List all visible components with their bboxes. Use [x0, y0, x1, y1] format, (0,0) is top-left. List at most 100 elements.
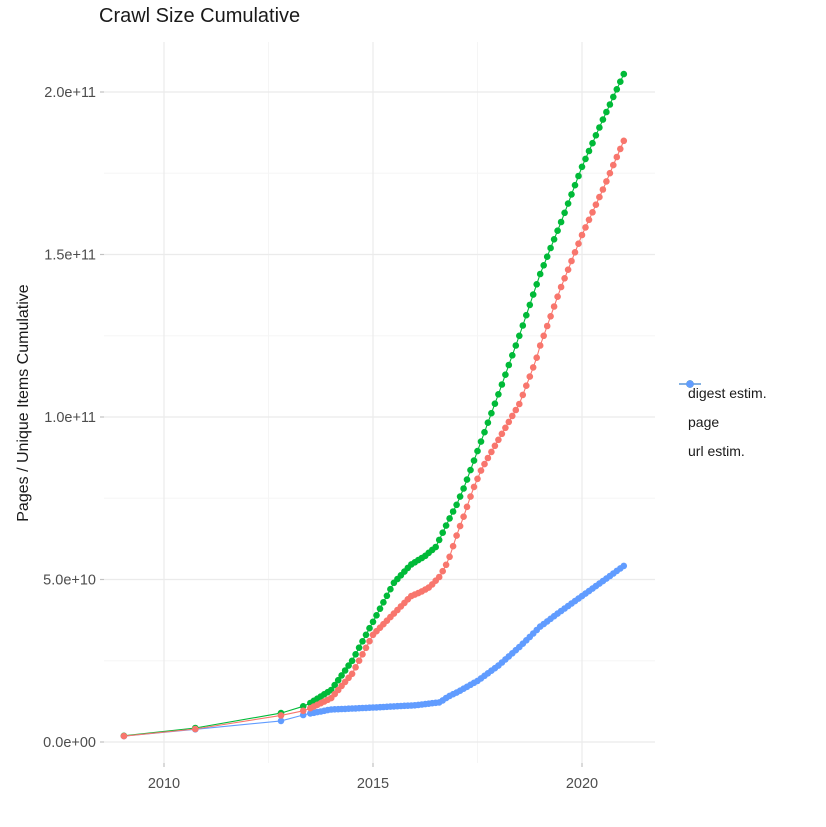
y-tick-label: 1.5e+11: [44, 248, 96, 264]
legend-key-dot: [686, 380, 694, 388]
data-point-digest-estim-: [509, 412, 516, 420]
data-point-page: [599, 116, 607, 123]
data-point-digest-estim-: [578, 231, 586, 239]
data-point-digest-estim-: [352, 664, 359, 671]
data-point-digest-estim-: [596, 193, 603, 201]
data-point-digest-estim-: [617, 145, 624, 153]
data-point-page: [488, 409, 495, 417]
data-point-digest-estim-: [568, 257, 575, 265]
y-tick-label: 1.0e+11: [44, 410, 96, 426]
y-tick-label: 2.0e+11: [44, 85, 96, 101]
data-point-page: [561, 209, 568, 217]
data-point-digest-estim-: [519, 391, 527, 399]
data-point-page: [369, 618, 377, 626]
data-point-page: [373, 612, 380, 619]
data-point-digest-estim-: [460, 513, 467, 520]
data-point-digest-estim-: [547, 313, 554, 320]
data-point-page: [505, 361, 513, 369]
data-point-page: [606, 101, 614, 108]
y-tick-label: 0.0e+00: [43, 735, 96, 751]
data-point-digest-estim-: [355, 657, 363, 664]
data-point-page: [432, 543, 440, 551]
data-point-page: [439, 529, 447, 536]
data-point-page: [359, 638, 366, 645]
data-point-digest-estim-: [366, 637, 373, 645]
data-point-digest-estim-: [585, 216, 593, 224]
x-tick-label: 2015: [357, 776, 389, 792]
data-point-page: [596, 124, 603, 131]
data-point-digest-estim-: [449, 542, 457, 550]
data-point-digest-estim-: [456, 522, 464, 530]
data-point-digest-estim-: [484, 454, 492, 462]
data-point-digest-estim-: [540, 332, 547, 340]
data-point-digest-estim-: [550, 303, 558, 310]
data-point-digest-estim-: [529, 364, 537, 371]
data-point-digest-estim-: [536, 342, 544, 349]
x-tick-label: 2020: [566, 776, 598, 792]
data-point-page: [366, 624, 373, 632]
legend-item-page: page: [678, 380, 767, 436]
data-point-digest-estim-: [599, 186, 607, 193]
data-point-page: [376, 605, 384, 612]
data-point-digest-estim-: [192, 725, 199, 733]
data-point-page: [502, 371, 509, 379]
data-point-digest-estim-: [512, 406, 520, 414]
data-point-page: [526, 301, 534, 309]
data-point-url-estim-: [277, 717, 285, 725]
data-point-page: [498, 381, 506, 388]
data-point-page: [362, 631, 370, 639]
data-point-page: [585, 147, 593, 155]
data-point-url-estim-: [620, 562, 628, 570]
data-point-digest-estim-: [564, 266, 572, 274]
data-point-digest-estim-: [453, 532, 460, 539]
data-point-digest-estim-: [498, 430, 506, 438]
data-point-page: [341, 667, 349, 674]
data-point-page: [456, 493, 464, 500]
data-point-page: [387, 585, 394, 593]
data-point-page: [460, 485, 467, 492]
data-point-digest-estim-: [463, 503, 471, 511]
series-line-digest-estim-: [123, 140, 625, 737]
data-point-page: [519, 322, 527, 329]
data-point-page: [345, 662, 352, 669]
data-point-digest-estim-: [505, 418, 513, 426]
legend-label: digest estim.: [688, 384, 767, 401]
chart-title: Crawl Size Cumulative: [99, 5, 301, 27]
data-point-digest-estim-: [435, 573, 443, 581]
data-point-digest-estim-: [561, 275, 568, 282]
data-point-digest-estim-: [557, 283, 565, 291]
data-point-digest-estim-: [554, 293, 561, 301]
data-point-digest-estim-: [620, 137, 628, 145]
data-point-page: [467, 466, 474, 474]
data-point-digest-estim-: [571, 249, 579, 256]
data-point-digest-estim-: [277, 712, 285, 719]
data-point-page: [481, 428, 488, 436]
data-point-digest-estim-: [446, 553, 453, 561]
data-point-digest-estim-: [299, 707, 307, 715]
data-point-digest-estim-: [582, 224, 589, 231]
data-point-page: [331, 681, 339, 689]
data-point-digest-estim-: [348, 670, 356, 678]
data-point-page: [603, 108, 610, 116]
data-point-digest-estim-: [359, 651, 366, 658]
data-point-digest-estim-: [575, 240, 582, 247]
data-point-digest-estim-: [592, 201, 600, 208]
data-point-page: [484, 419, 492, 427]
data-point-page: [516, 332, 523, 340]
data-point-page: [540, 262, 547, 269]
data-point-digest-estim-: [442, 561, 450, 569]
data-point-digest-estim-: [491, 442, 499, 450]
data-point-digest-estim-: [516, 400, 523, 408]
data-point-page: [589, 139, 596, 147]
data-point-digest-estim-: [495, 436, 502, 444]
legend-item-url-estim: url estim.: [678, 380, 767, 465]
data-point-page: [491, 400, 499, 408]
data-point-page: [550, 236, 558, 243]
data-point-digest-estim-: [533, 354, 540, 362]
data-point-page: [380, 599, 387, 606]
data-point-page: [453, 501, 460, 509]
data-point-page: [533, 281, 540, 288]
data-point-page: [338, 672, 345, 679]
data-point-page: [449, 508, 457, 515]
data-point-digest-estim-: [477, 467, 485, 474]
